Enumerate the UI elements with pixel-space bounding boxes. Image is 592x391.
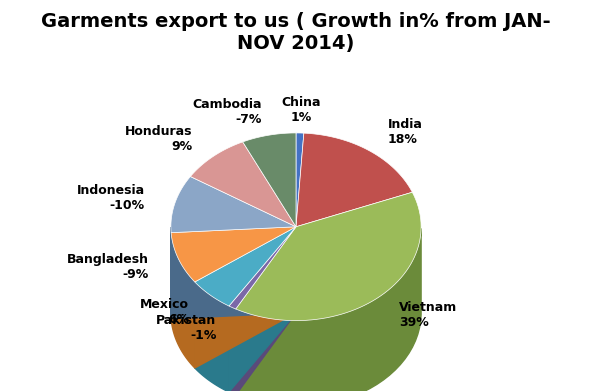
Text: Garments export to us ( Growth in% from JAN-
NOV 2014): Garments export to us ( Growth in% from … [41,12,551,53]
Polygon shape [195,282,229,391]
Polygon shape [229,227,296,391]
Polygon shape [191,142,296,227]
Polygon shape [171,176,296,233]
Text: Bangladesh
-9%: Bangladesh -9% [67,253,149,280]
Polygon shape [236,227,296,391]
Text: Vietnam
39%: Vietnam 39% [400,301,458,329]
Text: India
18%: India 18% [388,118,423,146]
Polygon shape [171,233,195,368]
Polygon shape [229,306,236,391]
Text: Honduras
9%: Honduras 9% [125,125,192,153]
Polygon shape [171,227,296,319]
Text: Cambodia
-7%: Cambodia -7% [192,98,262,126]
Polygon shape [236,229,421,391]
Polygon shape [195,227,296,368]
Polygon shape [229,227,296,391]
Polygon shape [296,133,304,227]
Text: China
1%: China 1% [281,95,321,124]
Polygon shape [236,192,421,321]
Polygon shape [171,227,296,319]
Polygon shape [195,227,296,368]
Polygon shape [236,227,296,391]
Polygon shape [243,133,296,227]
Polygon shape [229,227,296,309]
Text: Indonesia
-10%: Indonesia -10% [76,184,144,212]
Text: Mexico
6%: Mexico 6% [140,298,189,326]
Polygon shape [195,227,296,306]
Text: Pakistan
-1%: Pakistan -1% [156,314,217,342]
Polygon shape [296,133,413,227]
Polygon shape [171,227,296,282]
